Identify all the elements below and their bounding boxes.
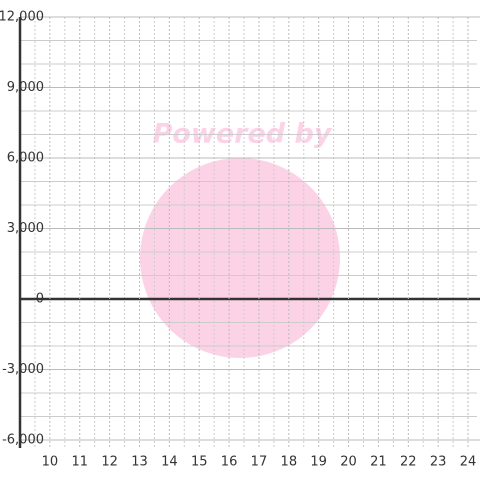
y-tick-label: 12,000 [0, 10, 44, 25]
x-tick-label: 12 [101, 455, 118, 470]
x-tick-label: 16 [221, 455, 238, 470]
y-tick-label: 3,000 [7, 221, 44, 236]
y-tick-label: 9,000 [7, 80, 44, 95]
y-tick-label: 6,000 [7, 151, 44, 166]
x-tick-label: 24 [460, 455, 477, 470]
x-tick-label: 18 [281, 455, 298, 470]
x-tick-label: 20 [340, 455, 357, 470]
x-tick-label: 11 [71, 455, 88, 470]
x-tick-label: 19 [310, 455, 327, 470]
y-tick-label: -3,000 [2, 362, 44, 377]
y-tick-label: -6,000 [2, 433, 44, 448]
x-tick-label: 13 [131, 455, 148, 470]
x-tick-label: 14 [161, 455, 178, 470]
x-tick-label: 15 [191, 455, 208, 470]
watermark-logo [140, 158, 340, 358]
x-tick-label: 23 [430, 455, 447, 470]
x-tick-label: 21 [370, 455, 387, 470]
x-tick-label: 22 [400, 455, 417, 470]
x-tick-label: 17 [251, 455, 268, 470]
y-tick-label: 0 [36, 292, 44, 307]
x-tick-label: 10 [42, 455, 59, 470]
